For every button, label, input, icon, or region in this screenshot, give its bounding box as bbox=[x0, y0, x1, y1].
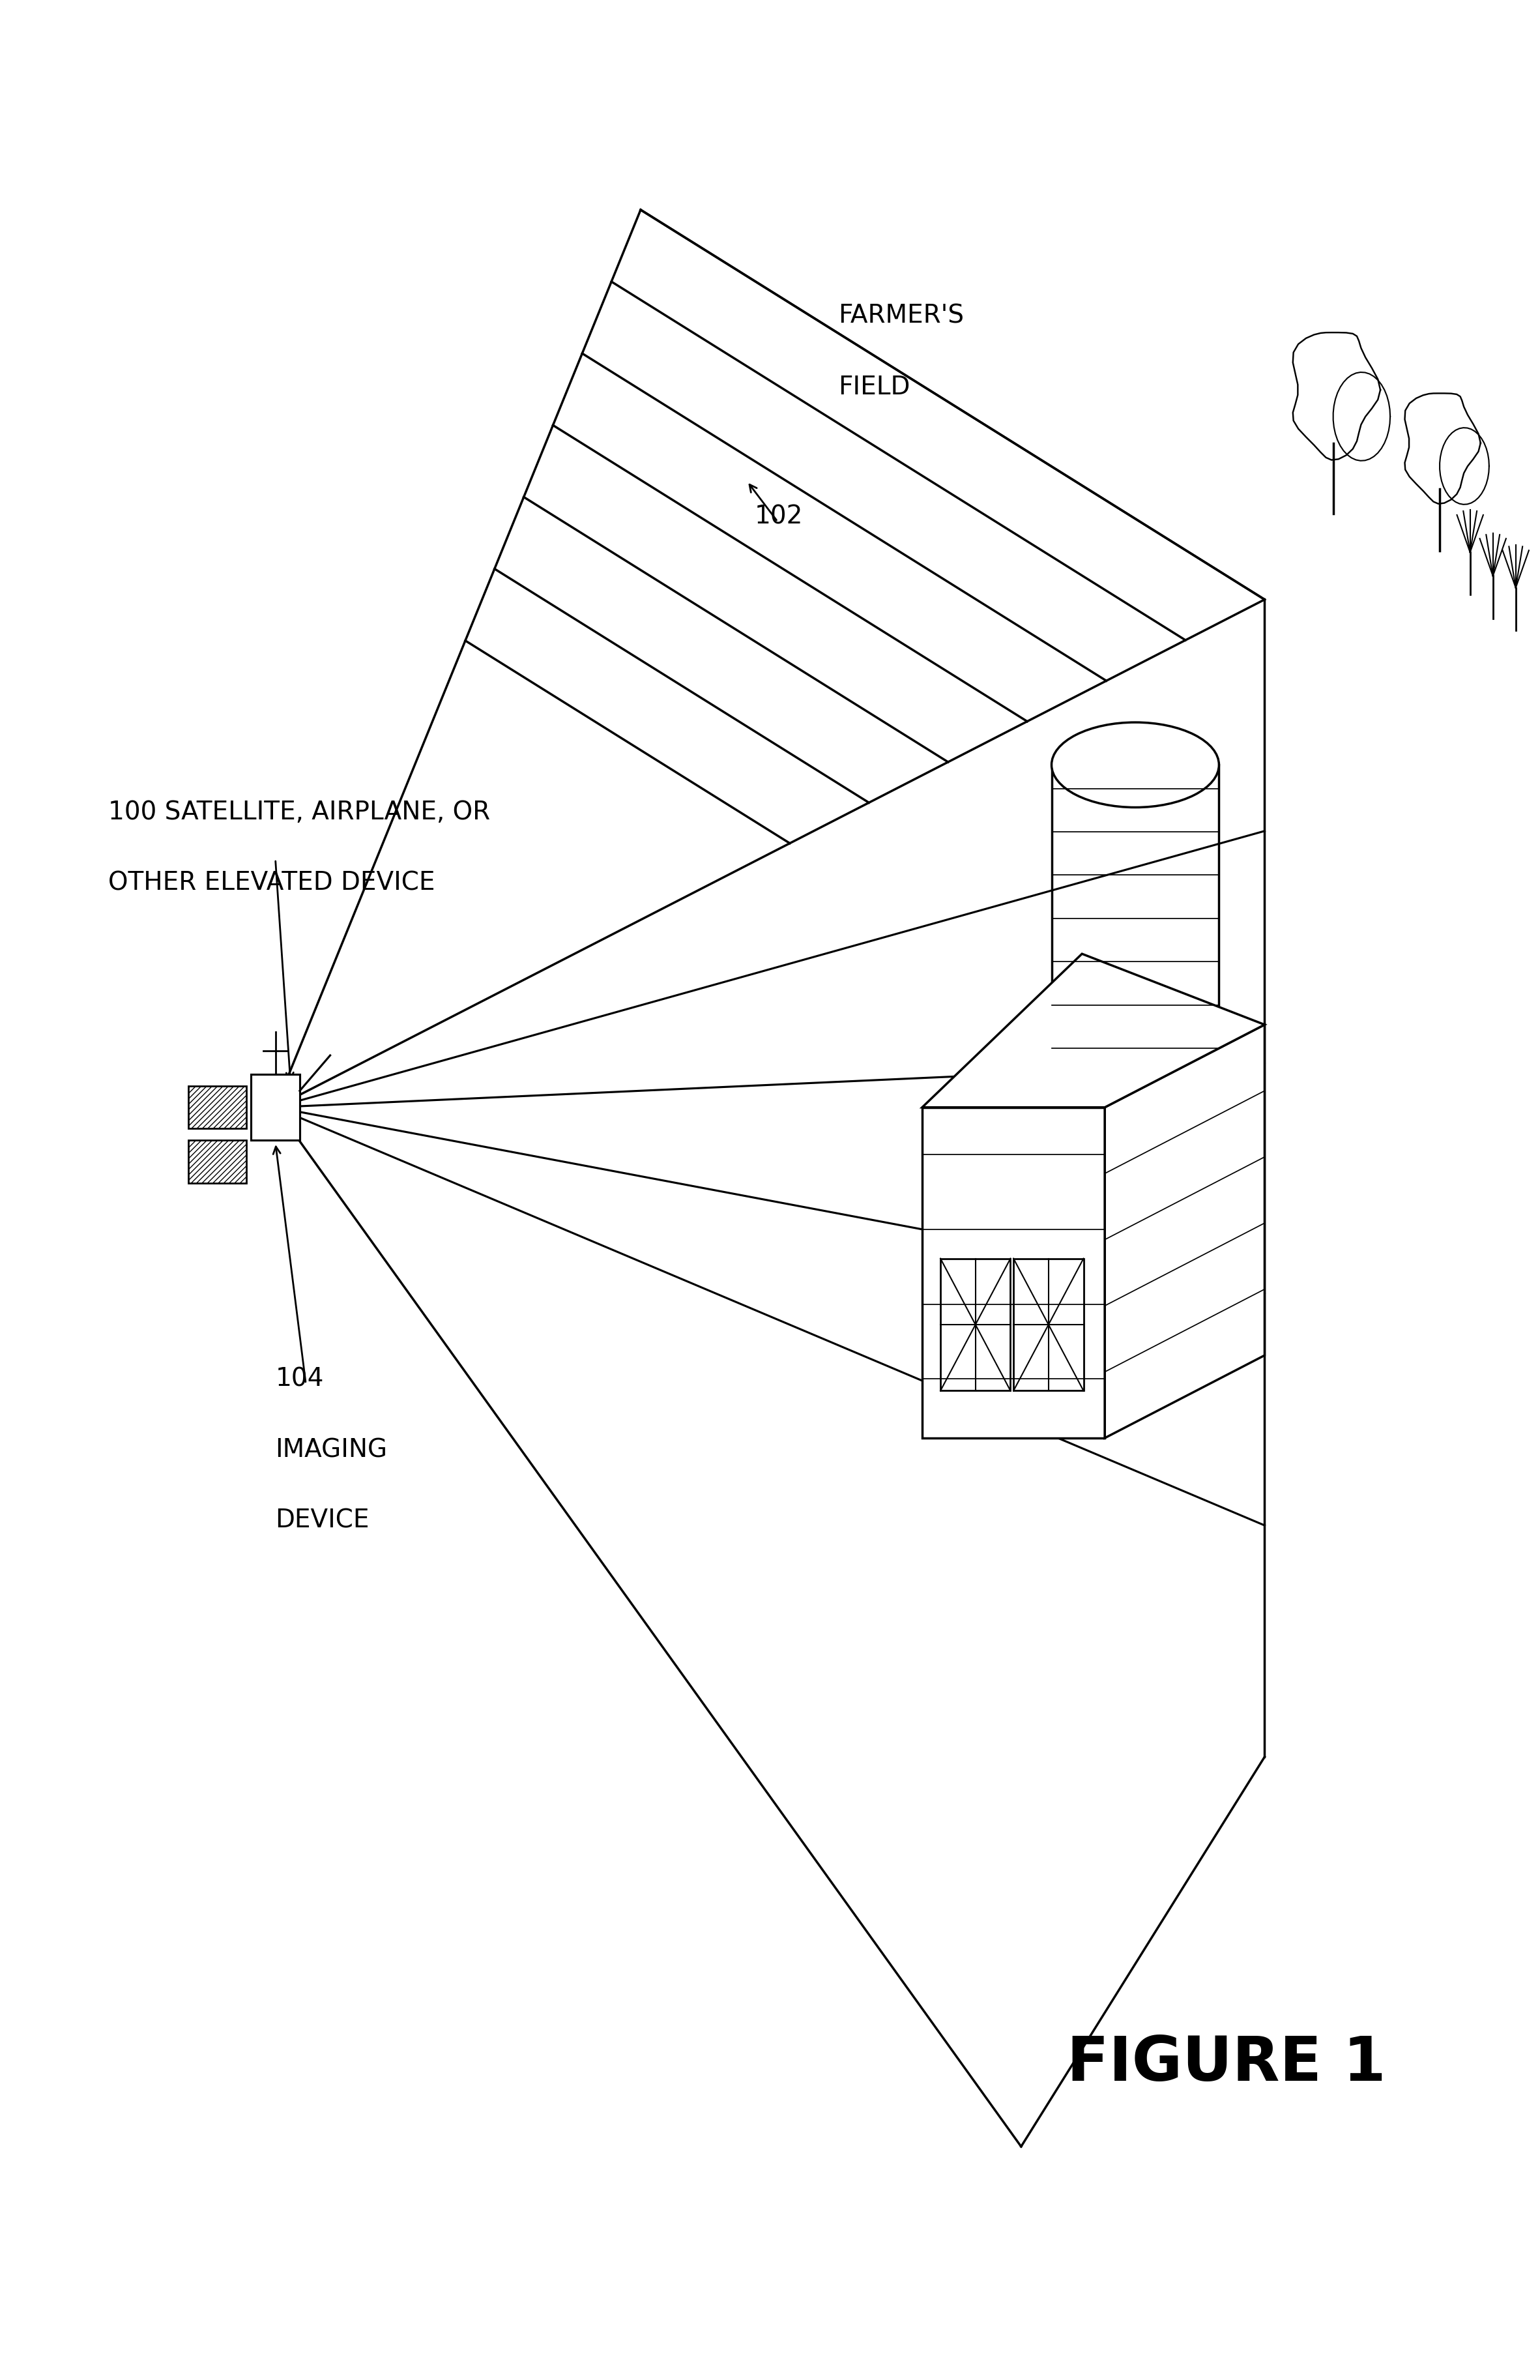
Bar bbox=[1013, 1259, 1084, 1390]
Bar bbox=[188, 1140, 246, 1183]
Bar bbox=[251, 1073, 300, 1140]
Text: OTHER ELEVATED DEVICE: OTHER ELEVATED DEVICE bbox=[108, 871, 434, 895]
Polygon shape bbox=[922, 954, 1264, 1107]
Bar bbox=[941, 1259, 1010, 1390]
Polygon shape bbox=[1104, 1026, 1264, 1438]
Text: FIELD: FIELD bbox=[838, 374, 910, 400]
Text: FIGURE 1: FIGURE 1 bbox=[1067, 2035, 1386, 2094]
Text: 104: 104 bbox=[276, 1366, 323, 1392]
Text: 102: 102 bbox=[755, 505, 804, 528]
Ellipse shape bbox=[1052, 724, 1220, 807]
Bar bbox=[188, 1085, 246, 1128]
Ellipse shape bbox=[1052, 1040, 1220, 1126]
Text: FARMER'S: FARMER'S bbox=[838, 305, 964, 328]
Polygon shape bbox=[922, 1107, 1104, 1438]
Text: IMAGING: IMAGING bbox=[276, 1438, 388, 1461]
Text: DEVICE: DEVICE bbox=[276, 1509, 370, 1533]
Text: 100 SATELLITE, AIRPLANE, OR: 100 SATELLITE, AIRPLANE, OR bbox=[108, 800, 490, 823]
